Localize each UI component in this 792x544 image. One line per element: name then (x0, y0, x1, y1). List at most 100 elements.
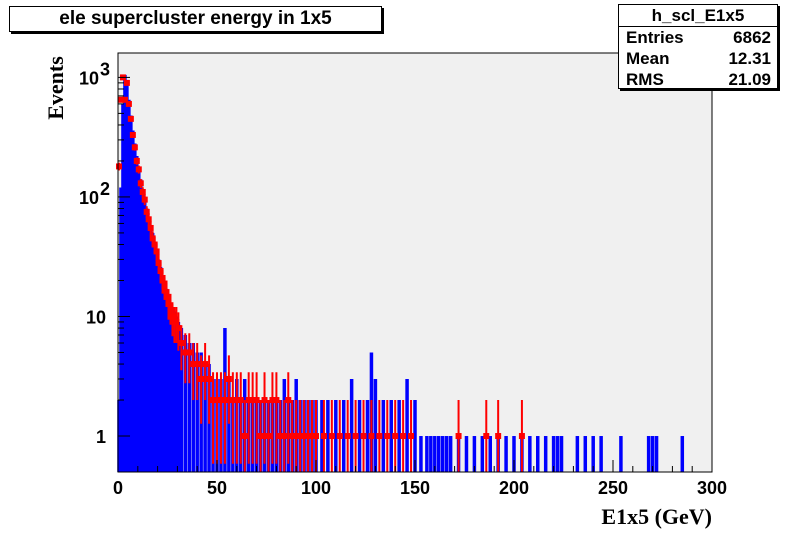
data-point (293, 433, 300, 440)
stats-value: 6862 (733, 28, 771, 47)
stats-label: Mean (626, 49, 670, 68)
data-point (253, 397, 260, 404)
x-tick-label: 300 (697, 478, 727, 498)
data-point (173, 318, 180, 325)
data-point (169, 313, 176, 320)
data-point (167, 304, 174, 311)
data-point (186, 349, 193, 356)
data-point (155, 260, 162, 267)
data-point (151, 241, 158, 248)
data-point (368, 433, 375, 440)
data-point (175, 325, 182, 332)
data-point (360, 433, 367, 440)
data-point (289, 433, 296, 440)
y-tick-exponent: 3 (100, 59, 110, 79)
data-point (141, 196, 148, 203)
data-point (149, 235, 156, 242)
data-point (229, 397, 236, 404)
data-point (320, 433, 327, 440)
stats-row-mean: Mean 12.31 (619, 48, 777, 69)
data-point (376, 433, 383, 440)
data-point (313, 433, 319, 440)
y-tick-label: 10 (79, 188, 99, 208)
data-point (281, 433, 288, 440)
data-point (245, 397, 252, 404)
data-point (129, 131, 136, 138)
data-point (297, 433, 304, 440)
data-point (352, 433, 359, 440)
data-point (210, 397, 217, 404)
stats-row-entries: Entries 6862 (619, 27, 777, 48)
data-point (121, 96, 128, 103)
data-point (408, 433, 415, 440)
data-point (165, 299, 172, 306)
data-point (217, 397, 224, 404)
data-point (202, 361, 209, 368)
y-tick-label: 10 (79, 68, 99, 88)
data-point (159, 277, 166, 284)
data-point (455, 433, 462, 440)
data-point (261, 397, 268, 404)
stats-box: h_scl_E1x5 Entries 6862 Mean 12.31 RMS 2… (618, 4, 778, 89)
data-point (273, 397, 280, 404)
data-point (194, 361, 201, 368)
data-point (483, 433, 490, 440)
data-point (157, 268, 164, 275)
data-point (145, 216, 152, 223)
x-tick-label: 0 (113, 478, 123, 498)
stats-value: 21.09 (728, 70, 771, 89)
data-point (344, 433, 351, 440)
data-point (384, 433, 391, 440)
data-point (214, 397, 220, 404)
stats-label: RMS (626, 70, 664, 89)
data-point (161, 282, 168, 289)
data-point (249, 397, 256, 404)
data-point (153, 248, 160, 255)
y-tick-label: 10 (86, 307, 106, 327)
data-point (518, 433, 525, 440)
data-point (198, 375, 205, 382)
data-point (115, 163, 122, 170)
data-point (123, 79, 130, 86)
x-axis-title: E1x5 (GeV) (601, 504, 712, 529)
stats-row-rms: RMS 21.09 (619, 69, 777, 90)
data-point (117, 96, 124, 103)
stats-value: 12.31 (728, 49, 771, 68)
data-point (269, 397, 276, 404)
data-point (495, 433, 502, 440)
series-blue-histogram (117, 74, 685, 472)
data-point (301, 433, 308, 440)
series-red-markers (115, 74, 525, 472)
data-point (392, 433, 399, 440)
data-point (135, 166, 142, 173)
data-point (178, 339, 185, 346)
data-point (241, 433, 248, 440)
x-tick-label: 50 (207, 478, 227, 498)
stats-label: Entries (626, 28, 684, 47)
data-point (265, 433, 272, 440)
data-point (147, 224, 154, 231)
data-point (233, 397, 240, 404)
chart-title: ele supercluster energy in 1x5 (9, 6, 382, 32)
data-point (328, 433, 335, 440)
x-tick-label: 200 (499, 478, 529, 498)
data-point (163, 289, 170, 296)
data-point (182, 349, 189, 356)
data-point (139, 188, 146, 195)
y-axis-title: Events (43, 56, 68, 120)
data-point (125, 100, 132, 107)
data-point (127, 115, 134, 122)
data-point (277, 433, 284, 440)
data-point (225, 375, 232, 382)
data-point (285, 397, 292, 404)
data-point (190, 361, 197, 368)
data-point (133, 157, 140, 164)
data-point (206, 375, 213, 382)
x-tick-label: 150 (400, 478, 430, 498)
y-tick-exponent: 2 (100, 179, 110, 199)
data-point (309, 433, 316, 440)
x-tick-label: 100 (301, 478, 331, 498)
stats-histogram-name: h_scl_E1x5 (619, 5, 777, 27)
data-point (400, 433, 407, 440)
